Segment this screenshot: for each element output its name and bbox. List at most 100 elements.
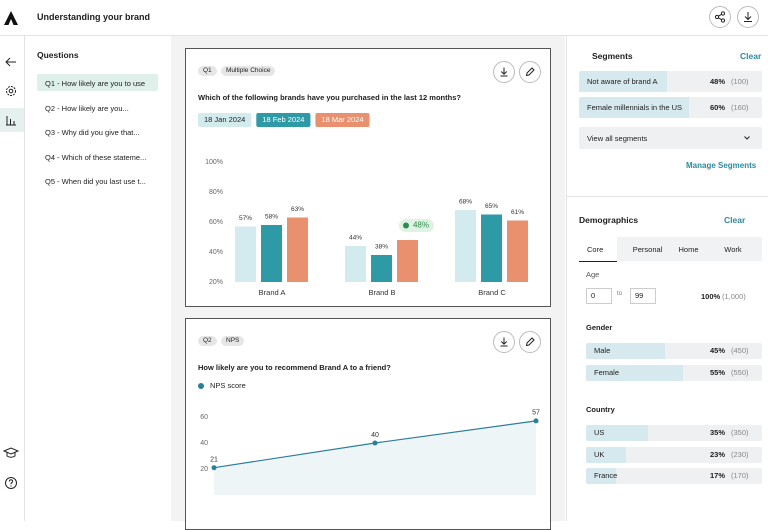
age-max-input[interactable]: 99 bbox=[630, 288, 656, 304]
row-percent: 45% bbox=[710, 346, 726, 356]
row-percent: 35% bbox=[710, 428, 726, 438]
question-item[interactable]: Q3 - Why did you give that... bbox=[45, 128, 140, 137]
segments-dropdown[interactable]: View all segments bbox=[579, 127, 762, 149]
group-title: Country bbox=[586, 405, 615, 414]
age-count: (1,000) bbox=[722, 292, 746, 301]
age-to: to bbox=[617, 291, 623, 297]
edit-button[interactable] bbox=[519, 61, 541, 83]
tab[interactable]: Home bbox=[678, 245, 699, 254]
row-label: Not aware of brand A bbox=[587, 76, 658, 86]
filter-row[interactable]: Not aware of brand A 48% (100) bbox=[579, 71, 762, 92]
back-icon[interactable] bbox=[3, 54, 19, 70]
top-bar: Understanding your brand bbox=[0, 0, 768, 36]
bar bbox=[455, 210, 476, 282]
row-percent: 60% bbox=[710, 102, 726, 112]
filter-row[interactable]: US 35% (350) bbox=[586, 425, 762, 441]
settings-icon[interactable] bbox=[3, 83, 19, 99]
y-tick-label: 100% bbox=[205, 159, 223, 166]
legend-marker bbox=[198, 383, 204, 389]
filter-row[interactable]: UK 23% (230) bbox=[586, 446, 762, 463]
download-button[interactable] bbox=[493, 331, 515, 353]
y-tick-label: 40% bbox=[209, 249, 223, 256]
row-fill bbox=[586, 343, 666, 359]
y-tick-label: 60% bbox=[209, 219, 223, 226]
row-count: (230) bbox=[731, 449, 749, 459]
x-tick-label: Brand A bbox=[259, 288, 286, 297]
help-icon[interactable] bbox=[3, 475, 19, 491]
row-label: Female bbox=[594, 367, 620, 377]
question-item[interactable]: Q2 - How likely are you... bbox=[45, 103, 129, 113]
y-tick-label: 20% bbox=[209, 279, 223, 286]
question-text: How likely are you to recommend Brand A … bbox=[198, 363, 391, 372]
question-item[interactable]: Q1 - How likely are you to use bbox=[45, 79, 146, 88]
manage-segments[interactable]: Manage Segments bbox=[686, 161, 757, 170]
row-count: (160) bbox=[731, 102, 749, 112]
tab[interactable]: Work bbox=[724, 245, 742, 254]
legend-chip[interactable] bbox=[256, 113, 311, 127]
value-label: 57 bbox=[532, 410, 540, 417]
row-label: US bbox=[594, 428, 605, 438]
value-label: 68% bbox=[459, 199, 472, 206]
tag: Multiple Choice bbox=[221, 66, 276, 76]
filter-row[interactable]: Male 45% (450) bbox=[586, 343, 762, 359]
row-percent: 48% bbox=[710, 76, 726, 86]
active-tab bbox=[579, 237, 617, 262]
edit-button[interactable] bbox=[519, 331, 541, 353]
value-label: 44% bbox=[349, 235, 362, 242]
learn-icon[interactable] bbox=[3, 445, 19, 461]
segments-clear[interactable]: Clear bbox=[740, 51, 762, 61]
share-button[interactable] bbox=[709, 6, 731, 28]
segments-title: Segments bbox=[592, 51, 633, 61]
area bbox=[214, 420, 536, 495]
row-fill bbox=[586, 468, 616, 484]
tag: Q2 bbox=[198, 336, 217, 346]
highlight-badge bbox=[399, 219, 434, 232]
demographics-title: Demographics bbox=[579, 215, 639, 225]
chevron bbox=[744, 136, 750, 140]
point bbox=[533, 418, 539, 424]
bar bbox=[345, 246, 366, 282]
question-item[interactable]: Q5 - When did you last use t... bbox=[45, 177, 146, 186]
tab[interactable]: Core bbox=[587, 245, 604, 254]
row-percent: 55% bbox=[710, 367, 726, 377]
questions-panel: Questions Q1 - How likely are you to use… bbox=[25, 36, 170, 521]
legend-label: NPS score bbox=[210, 381, 246, 390]
active-nav[interactable] bbox=[0, 108, 24, 132]
demographics-clear[interactable]: Clear bbox=[724, 215, 746, 225]
row-percent: 23% bbox=[710, 449, 726, 459]
value-label: 63% bbox=[291, 206, 304, 213]
filter-row[interactable]: Female millennials in the US 60% (160) bbox=[579, 97, 762, 118]
question-card: Q2 NPS How likely are you to recommend Bra… bbox=[185, 318, 551, 530]
logo[interactable] bbox=[3, 10, 19, 26]
active-question bbox=[37, 74, 158, 91]
legend-chip[interactable] bbox=[198, 113, 252, 127]
age-min-input[interactable]: 0 bbox=[586, 288, 612, 304]
x-tick-label: Brand B bbox=[368, 288, 395, 297]
value-label: 21 bbox=[210, 457, 218, 464]
tab[interactable]: Personal bbox=[632, 245, 663, 254]
age-percent: 100% bbox=[701, 292, 721, 301]
chart-icon[interactable] bbox=[3, 112, 19, 128]
question-item[interactable]: Q4 - Which of these stateme... bbox=[45, 152, 147, 162]
download-button[interactable] bbox=[493, 61, 515, 83]
row-count: (550) bbox=[731, 367, 749, 377]
value-label: 65% bbox=[485, 203, 498, 210]
filter-row[interactable]: France 17% (170) bbox=[586, 468, 762, 484]
page-title: Understanding your brand bbox=[37, 12, 151, 22]
bar bbox=[507, 220, 528, 282]
legend-chip[interactable] bbox=[315, 113, 370, 127]
legend-label: 18 Jan 2024 bbox=[204, 115, 245, 124]
value-label: 58% bbox=[265, 214, 278, 221]
filter-row[interactable]: Female 55% (550) bbox=[586, 364, 762, 381]
row-fill bbox=[579, 71, 667, 92]
row-count: (170) bbox=[731, 471, 749, 481]
y-tick-label: 20 bbox=[200, 466, 208, 473]
download-button[interactable] bbox=[737, 6, 759, 28]
tag: NPS bbox=[221, 336, 245, 346]
bar bbox=[481, 214, 502, 282]
question-card: Q1 Multiple Choice Which of the following … bbox=[185, 48, 551, 307]
y-tick-label: 40 bbox=[200, 440, 208, 447]
bar bbox=[371, 255, 392, 282]
row-fill bbox=[586, 364, 683, 381]
row-fill bbox=[586, 446, 627, 463]
